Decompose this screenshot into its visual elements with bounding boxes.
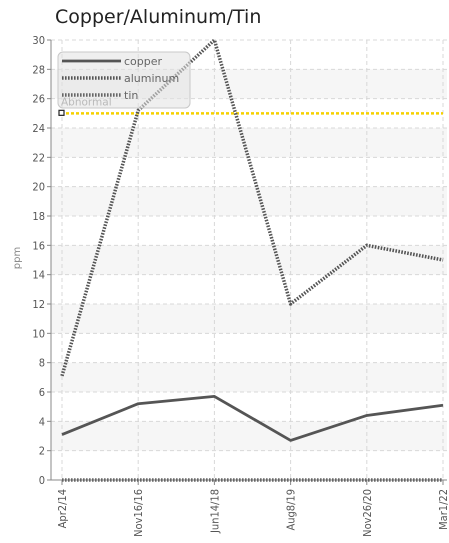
- x-tick-label: Apr2/14: [56, 489, 69, 528]
- y-tick-label: 6: [39, 386, 45, 399]
- y-tick-label: 8: [39, 357, 45, 370]
- chart-title: Copper/Aluminum/Tin: [55, 6, 262, 28]
- series-lines: [60, 38, 444, 482]
- y-tick-label: 22: [32, 151, 45, 164]
- legend-box: [57, 51, 191, 109]
- x-tick-label: Aug8/19: [285, 489, 298, 531]
- plot-band: [51, 304, 447, 334]
- y-tick-label: 20: [32, 181, 45, 194]
- x-tick-label: Nov16/16: [132, 489, 145, 537]
- y-tick-label: 28: [32, 63, 45, 76]
- reference-marker: [58, 109, 65, 116]
- y-tick-label: 10: [32, 327, 45, 340]
- x-tick-label: Jun14/18: [208, 489, 221, 534]
- plot-band: [51, 421, 447, 451]
- plot-band: [51, 186, 447, 216]
- x-tick-label: Nov26/20: [361, 489, 374, 537]
- legend-label-aluminum: aluminum: [124, 72, 179, 85]
- y-tick-label: 4: [39, 415, 45, 428]
- y-tick-label: 24: [32, 122, 45, 135]
- y-tick-label: 26: [32, 93, 45, 106]
- y-tick-label: 2: [39, 445, 45, 458]
- x-tick-label: Mar1/22: [437, 489, 449, 530]
- series-line-aluminum: [60, 38, 444, 377]
- series-line-copper: [61, 394, 444, 442]
- y-tick-label: 14: [32, 269, 45, 282]
- plot-band: [51, 128, 447, 158]
- y-tick-label: 12: [32, 298, 45, 311]
- y-tick-label: 16: [32, 239, 45, 252]
- legend[interactable]: copper aluminum tin: [57, 51, 191, 109]
- plot-background-bands: [51, 69, 447, 451]
- plot-band: [51, 245, 447, 275]
- y-axis-label: ppm: [12, 247, 23, 269]
- y-tick-label: 18: [32, 210, 45, 223]
- plot-band: [51, 362, 447, 392]
- x-tick-labels: Apr2/14 Nov16/16 Jun14/18 Aug8/19 Nov26/20 Ma…: [56, 489, 449, 537]
- y-tick-label: 30: [32, 34, 45, 47]
- y-tick-label: 0: [39, 474, 45, 487]
- legend-label-tin: tin: [124, 89, 138, 102]
- legend-label-copper: copper: [124, 55, 163, 68]
